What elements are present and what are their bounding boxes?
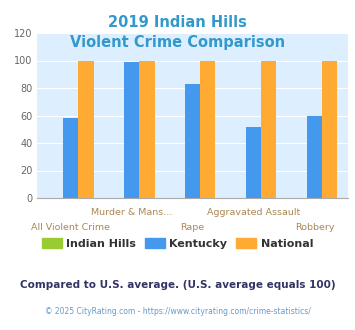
Text: 2019 Indian Hills: 2019 Indian Hills	[108, 15, 247, 30]
Bar	[200, 60, 215, 198]
Bar	[78, 60, 94, 198]
Bar	[63, 118, 78, 198]
Bar	[261, 60, 276, 198]
Text: Murder & Mans...: Murder & Mans...	[91, 208, 172, 217]
Text: All Violent Crime: All Violent Crime	[31, 223, 110, 232]
Bar	[322, 60, 337, 198]
Text: Rape: Rape	[181, 223, 204, 232]
Text: Aggravated Assault: Aggravated Assault	[207, 208, 300, 217]
Text: Violent Crime Comparison: Violent Crime Comparison	[70, 35, 285, 50]
Bar	[124, 62, 139, 198]
Bar	[139, 60, 154, 198]
Legend: Indian Hills, Kentucky, National: Indian Hills, Kentucky, National	[37, 234, 318, 253]
Text: Compared to U.S. average. (U.S. average equals 100): Compared to U.S. average. (U.S. average …	[20, 280, 335, 290]
Bar	[185, 84, 200, 198]
Text: © 2025 CityRating.com - https://www.cityrating.com/crime-statistics/: © 2025 CityRating.com - https://www.city…	[45, 307, 310, 316]
Text: Robbery: Robbery	[295, 223, 334, 232]
Bar	[246, 126, 261, 198]
Bar	[307, 115, 322, 198]
